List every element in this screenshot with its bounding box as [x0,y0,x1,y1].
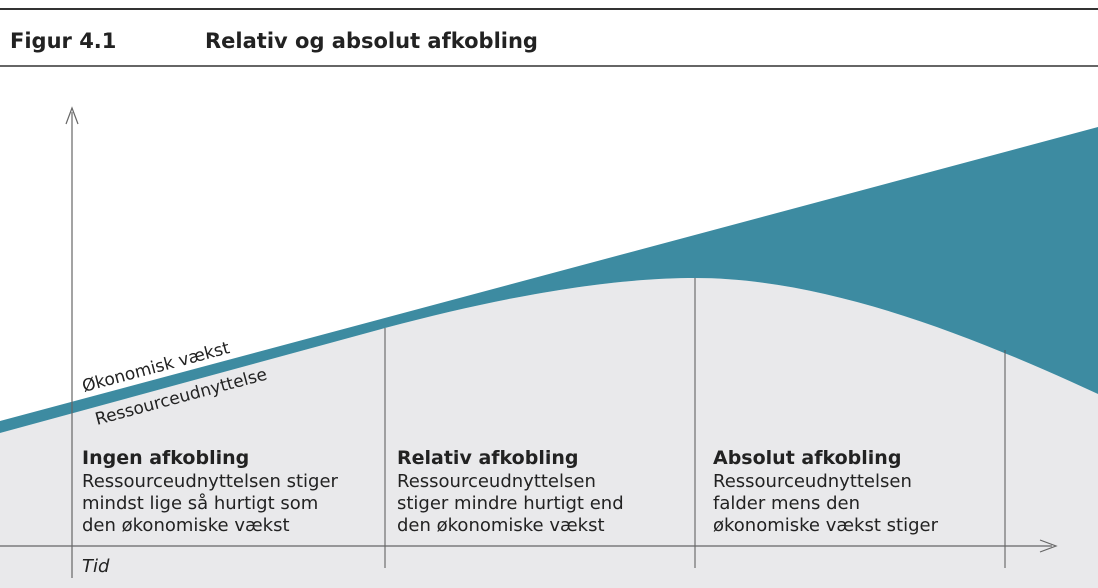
phase-text: Ressourceudnyttelsen [713,471,912,492]
phase-text: økonomiske vækst stiger [713,515,939,536]
phase-title: Absolut afkobling [713,447,901,469]
phase-title: Ingen afkobling [82,447,249,469]
phase-text: Ressourceudnyttelsen [397,471,596,492]
y-axis-arrow [65,106,79,125]
x-axis-arrow [1039,539,1058,553]
phase-text: den økonomiske vækst [397,515,605,536]
phase-text: mindst lige så hurtigt som [82,493,318,514]
figure-number: Figur 4.1 [10,29,116,53]
phase-text: falder mens den [713,493,860,514]
phase-text: den økonomiske vækst [82,515,290,536]
figure-title: Relativ og absolut afkobling [205,29,538,53]
resource-area [0,278,1098,588]
phase-title: Relativ afkobling [397,447,578,469]
x-axis-label: Tid [82,556,110,577]
phase-text: Ressourceudnyttelsen stiger [82,471,339,492]
decoupling-band [0,127,1098,433]
phase-text: stiger mindre hurtigt end [397,493,624,514]
